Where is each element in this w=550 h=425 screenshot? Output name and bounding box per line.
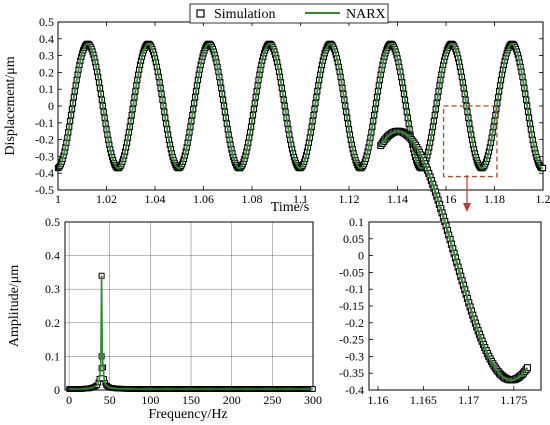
x-tick-label: 1.17 <box>458 393 479 407</box>
y-tick-label: -0.4 <box>35 166 54 180</box>
inset-y-ticks: 0.1 0.05 0 -0.05 -0.1 -0.15 -0.2 -0.25 -0.3 -0.35… <box>339 215 373 397</box>
x-tick-label: 1.175 <box>500 393 527 407</box>
y-tick-label: 0.3 <box>39 49 54 63</box>
spectrum-lines <box>69 275 313 390</box>
x-tick-label: 300 <box>304 393 322 407</box>
time-series-x-ticks: 1 1.02 1.04 1.06 1.08 1.1 1.12 1.14 1.16 1.18 1.2 <box>55 22 550 206</box>
y-tick-label: -0.15 <box>339 299 364 313</box>
x-tick-label: 1 <box>55 192 61 206</box>
x-tick-label: 150 <box>182 393 200 407</box>
y-tick-label: 0.4 <box>39 32 54 46</box>
legend-box <box>189 3 389 24</box>
zoom-highlight-box <box>442 105 498 178</box>
inset-lines <box>379 130 529 382</box>
x-tick-label: 250 <box>263 393 281 407</box>
inset-x-ticks: 1.16 1.165 1.17 1.175 <box>368 386 527 407</box>
y-tick-label: 0 <box>358 249 364 263</box>
spectrum-x-axis-label: Frequency/Hz <box>148 407 227 422</box>
x-tick-label: 1.1 <box>293 192 308 206</box>
narx-line <box>57 42 544 170</box>
x-tick-label: 200 <box>223 393 241 407</box>
y-tick-label: -0.25 <box>339 333 364 347</box>
time-series-panel: 0.5 0.4 0.3 0.2 0.1 0 -0.1 -0.2 -0.3 -0.4 -0.5 1 1.… <box>3 3 550 215</box>
legend: Simulation NARX <box>189 3 389 24</box>
y-tick-label: 0 <box>48 99 54 113</box>
time-series-lines <box>57 42 544 170</box>
x-tick-label: 1.06 <box>193 192 214 206</box>
y-tick-label: -0.35 <box>339 366 364 380</box>
legend-simulation-label: Simulation <box>214 7 275 22</box>
time-series-x-axis-label: Time/s <box>271 200 309 215</box>
y-tick-label: 0.5 <box>45 215 60 229</box>
y-tick-label: 0.5 <box>39 15 54 29</box>
y-tick-label: 0.05 <box>343 232 364 246</box>
x-tick-label: 1.14 <box>387 192 408 206</box>
x-tick-label: 1.2 <box>536 192 550 206</box>
y-tick-label: -0.3 <box>35 149 54 163</box>
y-tick-label: -0.3 <box>345 349 364 363</box>
y-tick-label: 0.1 <box>349 215 364 229</box>
narx-line <box>69 275 313 390</box>
legend-narx-label: NARX <box>346 7 386 22</box>
x-tick-label: 100 <box>141 393 159 407</box>
y-tick-label: 0.1 <box>39 82 54 96</box>
y-tick-label: -0.1 <box>35 116 54 130</box>
y-tick-label: -0.2 <box>35 133 54 147</box>
y-tick-label: -0.5 <box>35 183 54 197</box>
zoom-inset: 0.1 0.05 0 -0.05 -0.1 -0.15 -0.2 -0.25 -0.3 -0.35… <box>339 127 542 407</box>
y-tick-label: 0.3 <box>45 282 60 296</box>
x-tick-label: 1.04 <box>145 192 166 206</box>
y-tick-label: -0.4 <box>345 383 364 397</box>
spectrum-x-ticks: 0 50 100 150 200 250 300 <box>66 393 322 407</box>
x-tick-label: 0 <box>66 393 72 407</box>
x-tick-label: 1.16 <box>368 393 389 407</box>
y-tick-label: 0 <box>54 383 60 397</box>
time-series-y-ticks: 0.5 0.4 0.3 0.2 0.1 0 -0.1 -0.2 -0.3 -0.4 -0.5 <box>35 15 543 197</box>
narx-line <box>379 130 529 382</box>
x-tick-label: 50 <box>104 393 116 407</box>
time-series-y-axis-label: Displacement/μm <box>3 56 18 155</box>
zoom-arrow <box>463 175 471 212</box>
x-tick-label: 1.165 <box>410 393 437 407</box>
y-tick-label: 0.2 <box>45 316 60 330</box>
spectrum-panel: 0.5 0.4 0.3 0.2 0.1 0 0 50 100 150 200 250 300 Ampl… <box>7 215 322 422</box>
spectrum-y-ticks: 0.5 0.4 0.3 0.2 0.1 0 <box>45 215 60 397</box>
spectrum-y-axis-label: Amplitude/μm <box>7 265 22 347</box>
y-tick-label: 0.2 <box>39 65 54 79</box>
y-tick-label: -0.2 <box>345 316 364 330</box>
y-tick-label: -0.1 <box>345 282 364 296</box>
simulation-point <box>523 364 531 372</box>
y-tick-label: 0.1 <box>45 349 60 363</box>
legend-simulation-marker <box>196 9 205 18</box>
y-tick-label: 0.4 <box>45 249 60 263</box>
y-tick-label: -0.05 <box>339 265 364 279</box>
x-tick-label: 1.18 <box>484 192 505 206</box>
x-tick-label: 1.12 <box>339 192 360 206</box>
x-tick-label: 1.02 <box>96 192 117 206</box>
x-tick-label: 1.08 <box>242 192 263 206</box>
